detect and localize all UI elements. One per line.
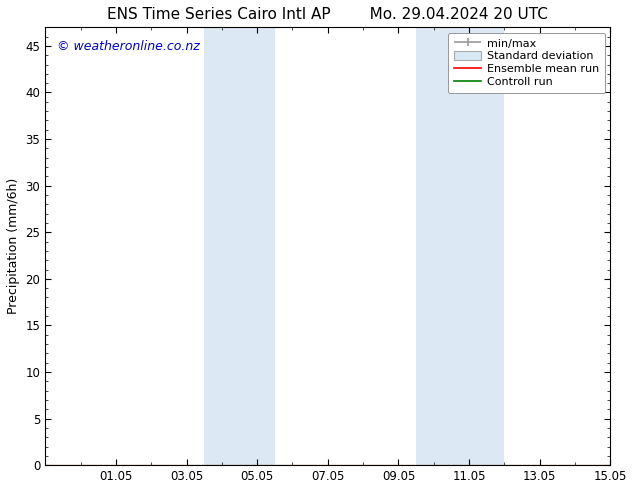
Legend: min/max, Standard deviation, Ensemble mean run, Controll run: min/max, Standard deviation, Ensemble me… bbox=[448, 33, 605, 93]
Bar bbox=[416, 27, 505, 465]
Text: © weatheronline.co.nz: © weatheronline.co.nz bbox=[56, 40, 199, 53]
Bar bbox=[204, 27, 275, 465]
Title: ENS Time Series Cairo Intl AP        Mo. 29.04.2024 20 UTC: ENS Time Series Cairo Intl AP Mo. 29.04.… bbox=[107, 7, 548, 22]
Y-axis label: Precipitation (mm/6h): Precipitation (mm/6h) bbox=[7, 178, 20, 315]
